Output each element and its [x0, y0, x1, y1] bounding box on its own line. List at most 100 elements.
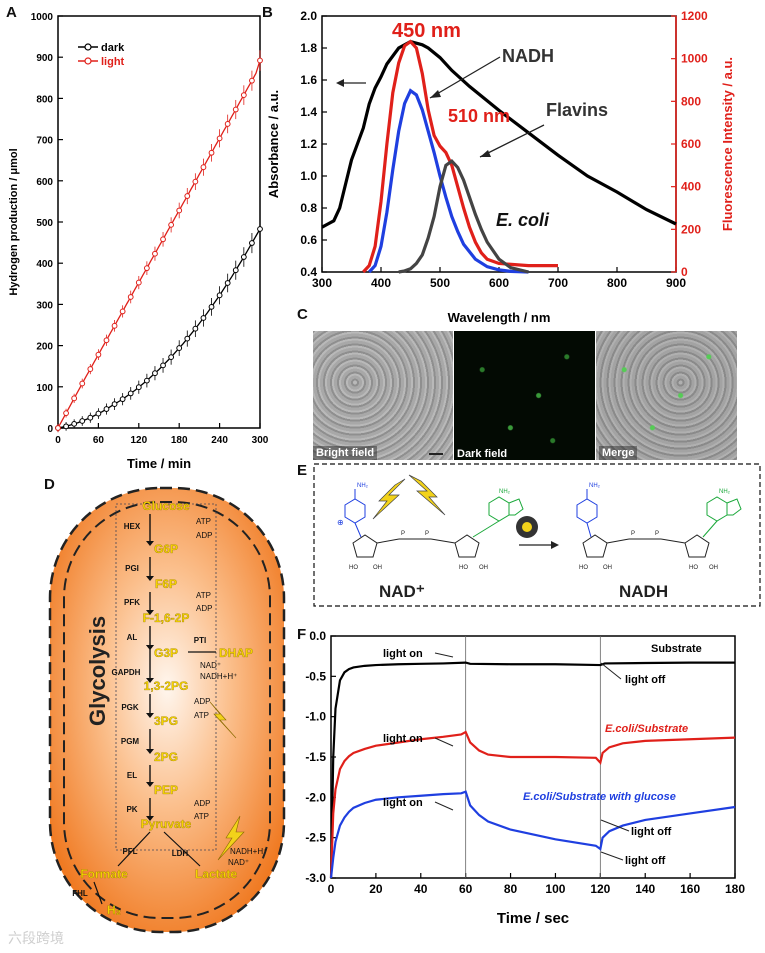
- enzyme-label: HEX: [124, 522, 141, 531]
- cofactor-label: ADP: [194, 799, 210, 808]
- y-tick-label: 100: [36, 383, 53, 394]
- data-point: [152, 250, 158, 257]
- y-tick-label: -2.5: [305, 831, 326, 845]
- light-on-label-1: light on: [383, 648, 423, 660]
- pathway-arrowhead: [146, 713, 154, 718]
- branch-arrow-h2: [93, 881, 103, 905]
- x-tick-label: 240: [211, 435, 228, 446]
- y-tick-label: 400: [36, 259, 53, 270]
- y2-tick-label: 800: [681, 94, 701, 108]
- series-substrate: [329, 661, 735, 879]
- enzyme-label: AL: [127, 633, 138, 642]
- data-point: [71, 395, 78, 402]
- pathway-arrowhead: [146, 816, 154, 821]
- panel-letter-b: B: [262, 4, 273, 21]
- legend-light-label: light: [101, 56, 125, 68]
- y-tick-label: 200: [36, 342, 53, 353]
- chart-a-legend: dark light: [78, 42, 125, 68]
- series-e-coli-substrate-with-glucose: [329, 790, 736, 879]
- y-tick-label: 1.8: [300, 41, 317, 55]
- plot-frame: [57, 15, 261, 429]
- x-tick-label: 300: [252, 435, 269, 446]
- data-point: [160, 362, 166, 369]
- pathway-arrowhead: [146, 541, 154, 546]
- x-tick-label: 60: [459, 882, 473, 896]
- metabolite: G6P: [154, 542, 178, 556]
- data-point: [143, 265, 150, 272]
- merge-image: [596, 331, 737, 460]
- nadh-adenine-nh2-label: NH₂: [719, 489, 731, 495]
- metabolite: 3PG: [154, 714, 178, 728]
- data-point: [87, 366, 94, 372]
- data-point: [160, 236, 166, 243]
- y-tick-label: 1.6: [300, 73, 317, 87]
- x-tick-label: 900: [666, 276, 686, 290]
- label-510nm: 510 nm: [448, 106, 510, 126]
- pathway-arrowhead: [146, 678, 154, 683]
- data-point: [135, 279, 142, 286]
- metabolite: 1,3-2PG: [144, 679, 189, 693]
- branch-arrow-formate: [117, 831, 151, 867]
- data-point: [71, 420, 78, 427]
- data-point: [200, 164, 207, 171]
- y2-tick-label: 0: [681, 265, 688, 279]
- enzyme-label: PFK: [124, 598, 140, 607]
- x-tick-label: 500: [430, 276, 450, 290]
- x-tick-label: 60: [93, 435, 105, 446]
- x-tick-label: 80: [504, 882, 518, 896]
- label-substrate: Substrate: [651, 643, 702, 655]
- panel-letter-d: D: [44, 476, 55, 493]
- data-point: [111, 401, 118, 408]
- data-point: [208, 303, 215, 310]
- series-e-coli-fluorescence: [362, 39, 558, 274]
- cofactor-label: ATP: [196, 517, 211, 526]
- label-nadh: NADH: [502, 46, 554, 66]
- y2-tick-label: 600: [681, 137, 701, 151]
- x-tick-label: 180: [725, 882, 745, 896]
- nad-oh4-label: OH: [479, 565, 488, 571]
- x-axis-label: Time / sec: [497, 910, 569, 927]
- nad-adenine-nh2-label: NH₂: [499, 489, 511, 495]
- nadh-p1-label: P: [631, 531, 635, 537]
- data-point: [103, 406, 110, 412]
- y2-axis-label: Fluorescence Intensity / a.u.: [720, 57, 735, 231]
- y-tick-label: -1.5: [305, 750, 326, 764]
- y-tick-label: 0: [47, 424, 53, 435]
- enzyme-label: PK: [126, 805, 137, 814]
- series-dark: [57, 228, 261, 429]
- y-tick-label: 600: [36, 177, 53, 188]
- data-point: [216, 292, 223, 299]
- enzyme-label: PGI: [125, 564, 139, 573]
- x-axis-label: Time / min: [127, 456, 191, 471]
- enzyme-label: GAPDH: [112, 668, 141, 677]
- data-point: [168, 221, 175, 228]
- y-tick-label: 500: [36, 218, 53, 229]
- metabolite: Formate: [80, 867, 128, 881]
- y-tick-label: 1000: [31, 12, 54, 23]
- cofactor-label: ATP: [194, 812, 209, 821]
- x-tick-label: 140: [635, 882, 655, 896]
- glycolysis-title: Glycolysis: [85, 616, 110, 726]
- branch-arrow-lactate: [163, 831, 201, 867]
- enzyme-label: LDH: [172, 849, 189, 858]
- data-point: [95, 410, 102, 417]
- cofactor-label: ATP: [196, 591, 211, 600]
- dark-field-label: Dark field: [457, 448, 508, 460]
- nad-plus-sign: ⊕: [337, 518, 344, 527]
- data-point: [127, 294, 134, 300]
- cofactor-label: ADP: [196, 531, 212, 540]
- nad-p1-label: P: [401, 531, 405, 537]
- nadh-oh2-label: OH: [603, 565, 612, 571]
- x-tick-label: 0: [55, 435, 61, 446]
- data-point: [208, 149, 215, 156]
- series-e-coli-absorbance: [321, 39, 677, 229]
- pathway-arrowhead: [146, 749, 154, 754]
- nadh-label: NADH: [619, 582, 668, 601]
- metabolite: H₂: [107, 903, 121, 917]
- cofactor-label: ATP: [194, 711, 209, 720]
- glycolysis-diagram: Glycolysis Glucose G6P F6P F-1,6-2P G3P DHAP 1…: [48, 486, 286, 934]
- enzyme-label: PGM: [121, 737, 140, 746]
- data-point: [127, 390, 134, 397]
- data-point: [216, 135, 223, 142]
- metabolite: Lactate: [195, 867, 237, 881]
